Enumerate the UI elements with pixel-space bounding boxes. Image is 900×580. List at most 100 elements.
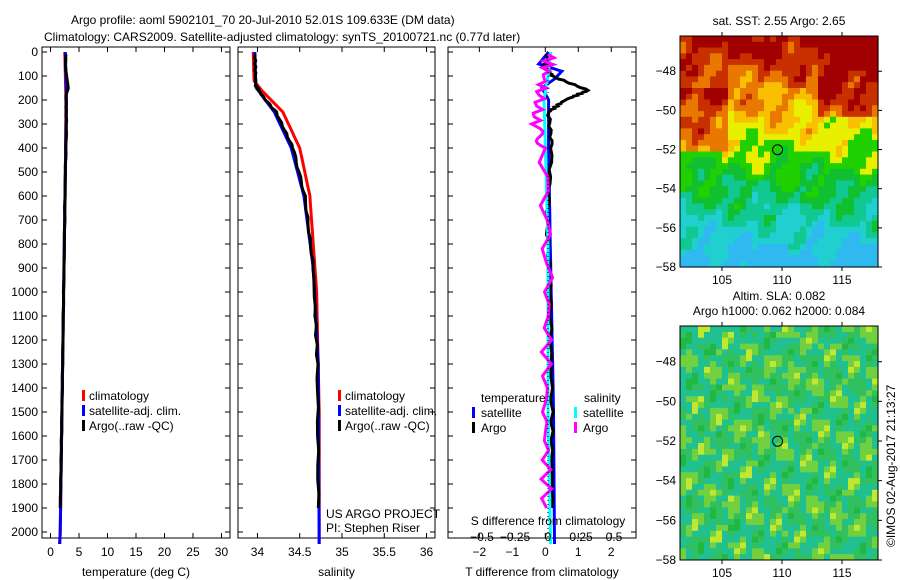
map-cell (830, 519, 837, 526)
map-cell (836, 413, 843, 421)
map-cell (788, 466, 795, 473)
map-cell (776, 82, 783, 89)
map-cell (800, 134, 807, 141)
map-cell (860, 495, 867, 502)
map-cell (872, 41, 879, 49)
map-cell (680, 536, 687, 543)
map-cell (794, 384, 801, 391)
map-cell (860, 384, 867, 391)
map-cell (692, 145, 699, 153)
map-cell (710, 495, 717, 502)
map-cell (854, 128, 861, 135)
map-cell (758, 331, 765, 339)
map-cell (848, 478, 855, 485)
map-cell (722, 180, 729, 187)
map-cell (692, 93, 699, 101)
map-cell (854, 483, 861, 491)
map-cell (818, 542, 825, 549)
map-cell (860, 396, 867, 403)
map-cell (794, 238, 801, 245)
map-cell (728, 36, 735, 43)
map-cell (686, 390, 693, 397)
map-cell (842, 128, 849, 135)
map-cell (692, 53, 699, 60)
map-cell (830, 168, 837, 176)
map-cell (728, 326, 735, 333)
map-cell (854, 180, 861, 187)
map-cell (776, 466, 783, 473)
map-cell (800, 128, 807, 135)
map-cell (836, 174, 843, 181)
map-cell (746, 59, 753, 66)
map-cell (734, 454, 741, 462)
map-cell (746, 186, 753, 193)
map-cell (848, 168, 855, 176)
map-cell (836, 337, 843, 345)
map-cell (692, 209, 699, 216)
map-cell (770, 460, 777, 467)
map-cell (788, 355, 795, 362)
map-cell (836, 232, 843, 239)
map-cell (710, 105, 717, 112)
map-cell (824, 191, 831, 199)
map-cell (854, 209, 861, 216)
map-cell (686, 501, 693, 508)
map-cell (818, 139, 825, 147)
map-cell (848, 163, 855, 170)
map-cell (704, 88, 711, 95)
map-cell (866, 554, 873, 561)
map-cell (770, 168, 777, 176)
map-cell (782, 168, 789, 176)
map-cell (854, 501, 861, 508)
map-cell (848, 209, 855, 216)
map-cell (848, 59, 855, 66)
map-cell (842, 209, 849, 216)
map-cell (806, 407, 813, 415)
map-cell (752, 209, 759, 216)
map-cell (776, 519, 783, 526)
map-cell (866, 116, 873, 124)
map-cell (686, 238, 693, 245)
map-cell (746, 116, 753, 124)
map-cell (710, 116, 717, 124)
map-cell (728, 111, 735, 118)
map-cell (866, 226, 873, 233)
map-cell (812, 507, 819, 514)
map-cell (734, 519, 741, 526)
map-cell (872, 337, 879, 345)
map-cell (716, 530, 723, 538)
map-cell (704, 548, 711, 555)
map-cell (758, 554, 765, 561)
map-y-tick-label: −52 (656, 143, 677, 157)
map-cell (848, 524, 855, 532)
map-cell (698, 349, 705, 356)
map-cell (812, 53, 819, 60)
profile-line-argo (252, 54, 321, 509)
map-cell (770, 366, 777, 374)
map-cell (692, 384, 699, 391)
map-cell (770, 111, 777, 118)
map-cell (746, 238, 753, 245)
map-cell (764, 41, 771, 49)
map-cell (692, 349, 699, 356)
map-cell (806, 460, 813, 467)
map-cell (698, 536, 705, 543)
map-cell (854, 536, 861, 543)
map-cell (794, 513, 801, 520)
map-cell (848, 343, 855, 350)
map-cell (680, 47, 687, 54)
map-cell (806, 134, 813, 141)
map-cell (776, 226, 783, 233)
map-cell (716, 232, 723, 239)
project-label: US ARGO PROJECT (326, 507, 441, 521)
map-cell (776, 331, 783, 339)
map-cell (812, 145, 819, 153)
map-cell (866, 64, 873, 72)
map-cell (728, 128, 735, 135)
map-cell (860, 255, 867, 262)
map-y-tick-label: −58 (656, 553, 677, 567)
map-cell (692, 513, 699, 520)
map-cell (722, 41, 729, 49)
map-cell (770, 454, 777, 462)
map-cell (782, 489, 789, 497)
